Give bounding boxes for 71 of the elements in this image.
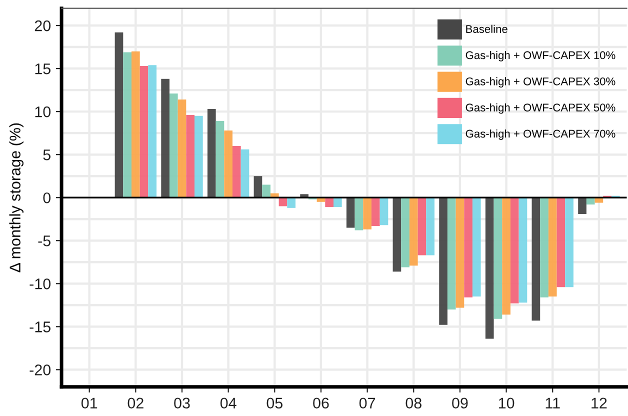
bar [232,146,241,198]
y-tick-label: 15 [35,64,50,74]
bar [510,198,519,304]
bar [354,198,364,230]
x-tick-label: 04 [220,398,236,409]
legend-label: Gas-high + OWF-CAPEX 30% [466,77,616,88]
bar [439,198,448,325]
x-tick-label: 07 [359,398,376,409]
bar [409,198,418,266]
x-tick-label: 08 [406,398,422,409]
bar [494,198,502,319]
y-tick-label: -10 [30,278,51,290]
legend-label: Baseline [466,24,508,33]
bar [132,51,140,198]
bar [565,198,574,288]
bar [169,93,178,198]
bar [518,198,528,303]
bar [456,198,464,308]
bar [216,121,224,198]
bar [578,198,586,214]
bar [556,198,566,288]
y-tick-label: -5 [38,236,50,246]
x-tick-label: 09 [452,398,468,409]
bar [186,115,195,198]
bar [472,198,481,297]
legend-label: Gas-high + OWF-CAPEX 10% [466,50,616,62]
bar [540,198,548,298]
bar [287,198,296,208]
bar [485,198,494,339]
bar [194,116,203,198]
bar [123,52,132,198]
bar [148,65,157,198]
bar [464,198,472,298]
x-tick-label: 12 [592,398,607,408]
bar [363,198,372,230]
bar [224,130,232,198]
y-tick-label: -15 [30,322,50,332]
y-tick-label: -20 [30,364,51,376]
y-tick-label: 20 [34,20,51,32]
bar [548,198,557,297]
x-tick-label: 10 [498,398,514,409]
y-tick-label: 5 [43,150,50,160]
bar [426,198,434,256]
x-tick-label: 03 [174,398,190,409]
bar [418,198,426,256]
x-tick-label: 02 [128,398,144,409]
bar [178,100,186,198]
bar [114,32,124,198]
legend-label: Gas-high + OWF-CAPEX 50% [466,103,616,114]
bar [380,198,388,226]
x-tick-label: 11 [546,398,560,408]
bar [532,198,540,321]
y-axis-title: Δ monthly storage (%) [9,123,24,272]
x-tick-label: 05 [266,398,283,409]
bar [207,108,216,198]
bar [371,198,380,226]
y-tick-label: 10 [35,106,51,118]
x-tick-label: 06 [313,398,329,409]
bar [262,184,270,198]
bar [502,198,510,315]
legend-label: Gas-high + OWF-CAPEX 70% [466,129,616,140]
bar [447,198,456,310]
bar [140,66,148,198]
y-tick-label: 0 [43,192,51,204]
x-tick-label: 01 [81,398,98,409]
bar [161,78,170,198]
bar [254,176,262,198]
bar [240,149,250,198]
bar [401,198,410,268]
bar [346,198,355,228]
bar [392,198,402,272]
